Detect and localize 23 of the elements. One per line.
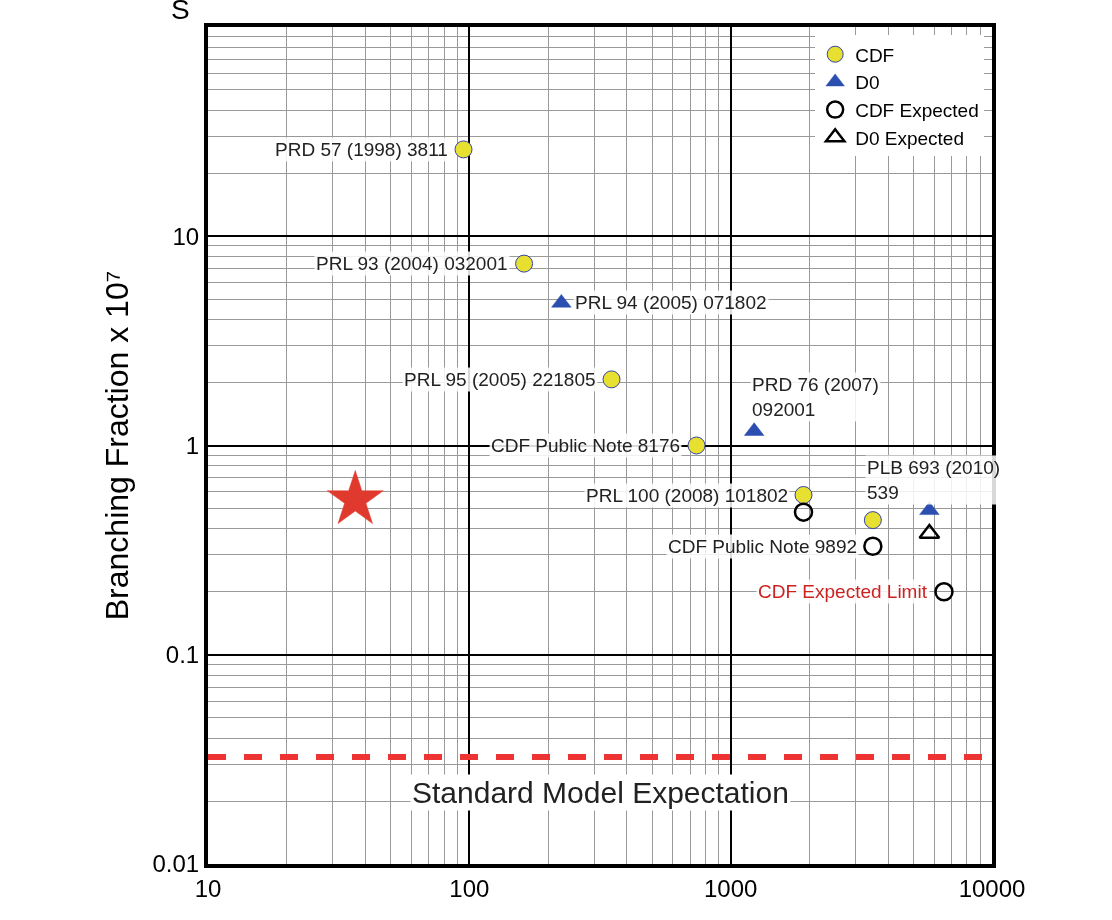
annotation: PRL 94 (2005) 071802 <box>575 292 767 313</box>
x-tick-label: 100 <box>449 874 490 902</box>
chart-title: S <box>171 0 190 25</box>
annotation: PRD 76 (2007) 092001 <box>752 374 879 420</box>
legend-label: D0 <box>855 72 880 94</box>
y-tick-label: 0.1 <box>165 641 200 669</box>
legend-label: D0 Expected <box>855 127 964 149</box>
x-tick-label: 1000 <box>703 874 758 902</box>
annotation: PRL 93 (2004) 032001 <box>316 253 508 274</box>
y-axis-title: Branching Fraction x 10⁷ <box>99 270 136 621</box>
legend-label: CDF <box>855 44 895 66</box>
legend-label: CDF Expected <box>855 100 979 122</box>
annotation: PLB 693 (2010) 539 <box>867 457 1001 503</box>
annotation: CDF Public Note 9892 <box>668 536 858 557</box>
annotation: PRD 57 (1998) 3811 <box>275 139 448 160</box>
ref-line-label: Standard Model Expectation <box>412 776 789 809</box>
x-tick-label: 10000 <box>958 874 1026 902</box>
y-tick-label: 1 <box>185 431 200 459</box>
y-tick-label: 10 <box>172 222 200 250</box>
annotation: PRL 100 (2008) 101802 <box>586 485 789 506</box>
annotation: CDF Expected Limit <box>758 581 928 602</box>
annotation: PRL 95 (2005) 221805 <box>404 369 596 390</box>
annotation: CDF Public Note 8176 <box>491 435 681 456</box>
